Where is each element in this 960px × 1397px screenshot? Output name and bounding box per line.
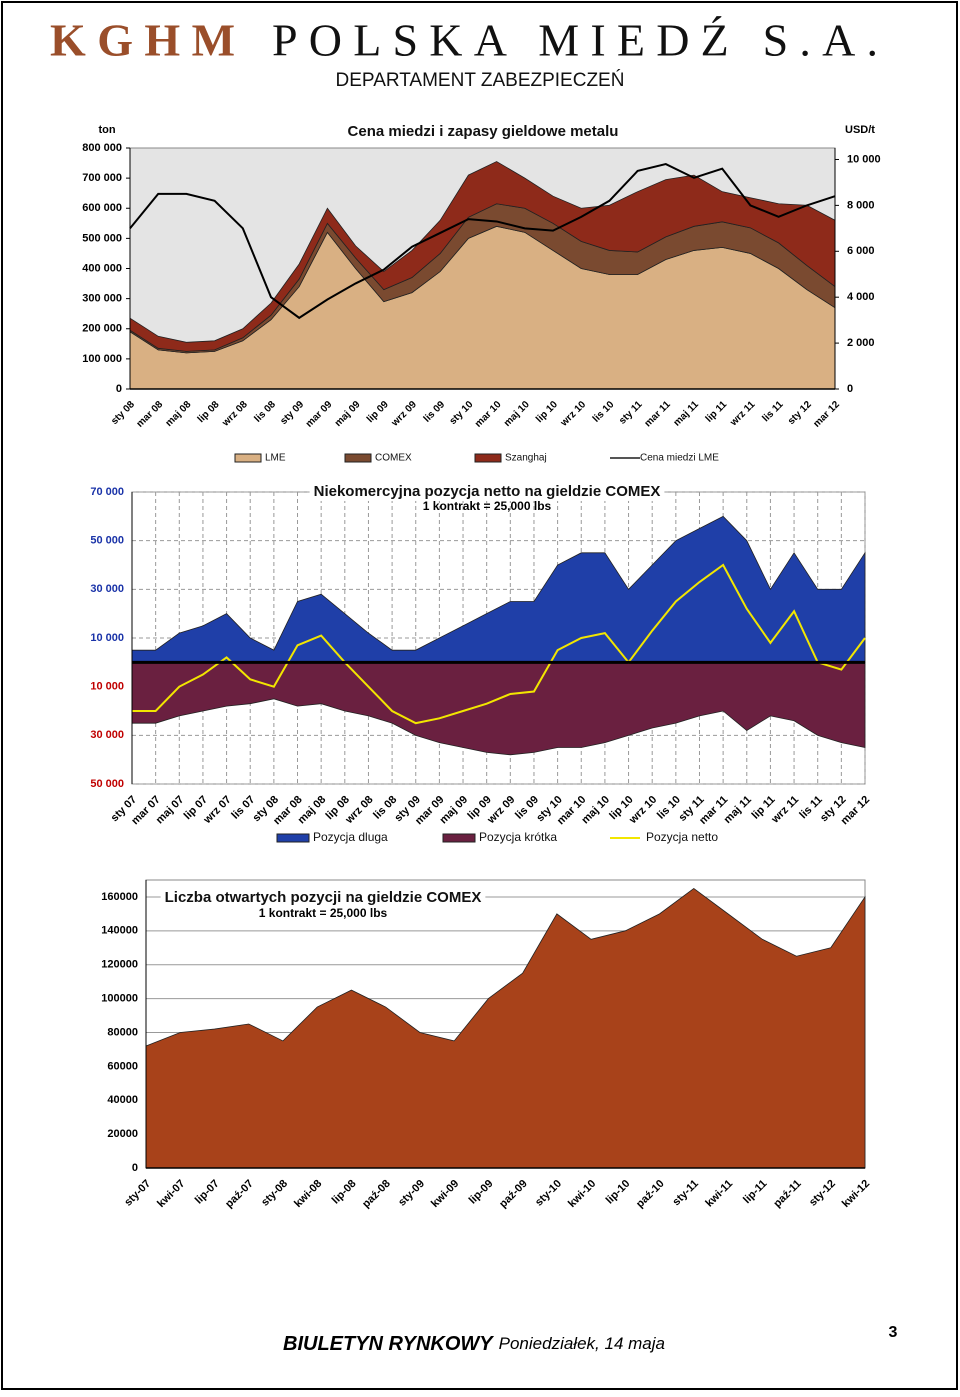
y-tick-label: 500 000 — [82, 232, 122, 244]
legend-label: Pozycja krótka — [479, 830, 557, 844]
legend-label: Cena miedzi LME — [640, 453, 719, 464]
footer: BIULETYN RYNKOWY Poniedziałek, 14 maja — [283, 1333, 665, 1355]
legend-swatch — [234, 453, 262, 463]
y2-tick-label: 8 000 — [847, 199, 875, 211]
y2-tick-label: 10 000 — [847, 153, 881, 165]
y-axis-title: ton — [98, 124, 115, 136]
legend-label: Pozycja dluga — [313, 830, 388, 844]
department: DEPARTAMENT ZABEZPIECZEŃ — [336, 70, 625, 91]
y-tick-label: 40000 — [107, 1094, 138, 1106]
chart-title: Cena miedzi i zapasy gieldowe metalu — [348, 123, 619, 140]
legend-swatch — [344, 453, 372, 463]
company-name: POLSKA MIEDŹ S.A. — [272, 15, 878, 66]
footer-date: Poniedziałek, 14 maja — [499, 1334, 665, 1353]
y2-axis-title: USD/t — [845, 124, 875, 136]
legend-label: Pozycja netto — [646, 830, 718, 844]
y-tick-label: 70 000 — [90, 486, 124, 498]
y-tick-label: 100 000 — [82, 353, 122, 365]
chart-title: Liczba otwartych pozycji na gieldzie COM… — [165, 889, 482, 906]
y-tick-label: 20000 — [107, 1128, 138, 1140]
y-tick-label: 30 000 — [90, 729, 124, 741]
y2-tick-label: 4 000 — [847, 291, 875, 303]
y2-tick-label: 0 — [847, 383, 853, 395]
y-tick-label: 80000 — [107, 1026, 138, 1038]
y-tick-label: 50 000 — [90, 778, 124, 790]
legend-label: Szanghaj — [505, 453, 547, 464]
y-tick-label: 200 000 — [82, 323, 122, 335]
y-tick-label: 800 000 — [82, 142, 122, 154]
y-tick-label: 160000 — [101, 891, 138, 903]
y-tick-label: 700 000 — [82, 172, 122, 184]
footer-title: BIULETYN RYNKOWY — [283, 1333, 494, 1355]
y-tick-label: 30 000 — [90, 583, 124, 595]
y-tick-label: 10 000 — [90, 632, 124, 644]
page-number: 3 — [889, 1324, 898, 1341]
y-tick-label: 400 000 — [82, 262, 122, 274]
title-bg — [309, 481, 665, 501]
line — [129, 163, 836, 320]
y-tick-label: 600 000 — [82, 202, 122, 214]
legend-swatch — [276, 833, 310, 843]
legend-swatch — [442, 833, 476, 843]
legend-label: COMEX — [375, 453, 412, 464]
line — [132, 563, 866, 725]
y-tick-label: 100000 — [101, 992, 138, 1004]
y-tick-label: 300 000 — [82, 293, 122, 305]
title-bg — [160, 887, 486, 907]
y-tick-label: 0 — [116, 383, 122, 395]
y2-tick-label: 6 000 — [847, 245, 875, 257]
y-tick-label: 60000 — [107, 1060, 138, 1072]
y-tick-label: 0 — [132, 1162, 138, 1174]
chart-subtitle: 1 kontrakt = 25,000 lbs — [423, 499, 552, 513]
y-tick-label: 120000 — [101, 959, 138, 971]
legend-swatch — [474, 453, 502, 463]
chart-subtitle: 1 kontrakt = 25,000 lbs — [259, 906, 388, 920]
chart-title: Niekomercyjna pozycja netto na gieldzie … — [314, 483, 661, 500]
y-tick-label: 10 000 — [90, 681, 124, 693]
y-tick-label: 140000 — [101, 925, 138, 937]
y-tick-label: 50 000 — [90, 535, 124, 547]
y2-tick-label: 2 000 — [847, 337, 875, 349]
legend-label: LME — [265, 453, 286, 464]
